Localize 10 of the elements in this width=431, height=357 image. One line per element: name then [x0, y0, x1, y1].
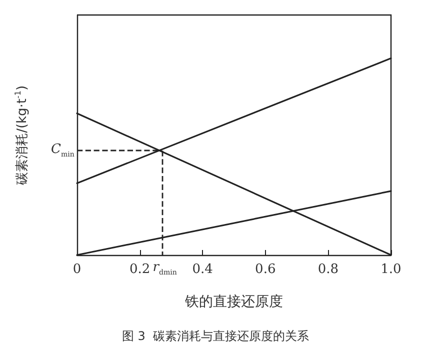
x-axis-title: 铁的直接还原度 [184, 294, 283, 310]
x-tick-label: 0.4 [192, 262, 213, 277]
x-tick-label: 0.6 [255, 262, 276, 277]
x-tick-label: 0 [72, 262, 82, 277]
x-tick-label: 1.0 [380, 262, 402, 277]
x-tick-label: 0.2 [129, 262, 150, 277]
text: 图 3 碳素消耗与直接还原度的关系 [122, 329, 310, 343]
annotation: C$_{min}$ [51, 142, 74, 158]
x-tick-label: 0.8 [318, 262, 339, 277]
text: r$_{dmin}$ [152, 260, 177, 277]
